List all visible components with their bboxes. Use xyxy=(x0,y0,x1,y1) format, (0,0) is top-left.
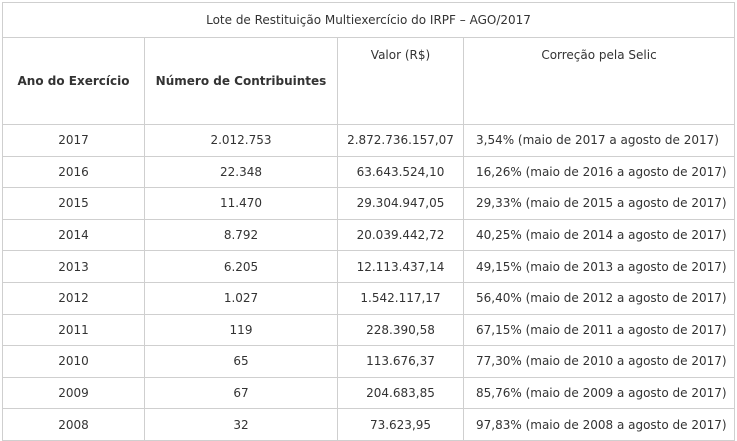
table-row: 2010 65 113.676,37 77,30% (maio de 2010 a a… xyxy=(2,345,735,378)
cell-ano: 2016 xyxy=(2,155,145,189)
cell-valor: 1.542.117,17 xyxy=(337,281,464,315)
table-row: 2015 11.470 29.304.947,05 29,33% (maio de 2… xyxy=(2,187,735,220)
cell-ano: 2012 xyxy=(2,281,145,315)
cell-ano: 2010 xyxy=(2,345,145,378)
cell-correcao: 77,30% (maio de 2010 a agosto de 2017) xyxy=(463,345,735,378)
cell-correcao: 85,76% (maio de 2009 a agosto de 2017) xyxy=(463,376,735,410)
cell-correcao: 56,40% (maio de 2012 a agosto de 2017) xyxy=(463,281,735,315)
header-valor: Valor (R$) xyxy=(337,37,464,125)
table-row: 2012 1.027 1.542.117,17 56,40% (maio de 201… xyxy=(2,281,735,315)
cell-correcao: 29,33% (maio de 2015 a agosto de 2017) xyxy=(463,187,735,220)
cell-ano: 2011 xyxy=(2,313,145,347)
header-ano: Ano do Exercício xyxy=(2,37,145,125)
cell-correcao: 3,54% (maio de 2017 a agosto de 2017) xyxy=(463,124,735,157)
cell-contribuintes: 11.470 xyxy=(144,187,338,220)
cell-contribuintes: 65 xyxy=(144,345,338,378)
cell-correcao: 40,25% (maio de 2014 a agosto de 2017) xyxy=(463,218,735,252)
cell-contribuintes: 22.348 xyxy=(144,155,338,189)
cell-contribuintes: 1.027 xyxy=(144,281,338,315)
table-row: 2014 8.792 20.039.442,72 40,25% (maio de 20… xyxy=(2,218,735,252)
table-row: 2013 6.205 12.113.437,14 49,15% (maio de 20… xyxy=(2,250,735,283)
cell-valor: 2.872.736.157,07 xyxy=(337,124,464,157)
header-contribuintes: Número de Contribuintes xyxy=(144,37,338,125)
cell-ano: 2014 xyxy=(2,218,145,252)
cell-correcao: 16,26% (maio de 2016 a agosto de 2017) xyxy=(463,155,735,189)
cell-valor: 204.683,85 xyxy=(337,376,464,410)
table-row: 2011 119 228.390,58 67,15% (maio de 2011 a … xyxy=(2,313,735,347)
cell-valor: 113.676,37 xyxy=(337,345,464,378)
table-body: 2017 2.012.753 2.872.736.157,07 3,54% (maio… xyxy=(2,124,735,441)
table-caption: Lote de Restituição Multiexercício do IR… xyxy=(2,2,735,38)
cell-contribuintes: 2.012.753 xyxy=(144,124,338,157)
cell-contribuintes: 67 xyxy=(144,376,338,410)
cell-ano: 2009 xyxy=(2,376,145,410)
cell-correcao: 49,15% (maio de 2013 a agosto de 2017) xyxy=(463,250,735,283)
cell-valor: 12.113.437,14 xyxy=(337,250,464,283)
cell-valor: 20.039.442,72 xyxy=(337,218,464,252)
header-correcao: Correção pela Selic xyxy=(463,37,735,125)
table-row: 2017 2.012.753 2.872.736.157,07 3,54% (maio… xyxy=(2,124,735,157)
cell-valor: 228.390,58 xyxy=(337,313,464,347)
cell-contribuintes: 8.792 xyxy=(144,218,338,252)
cell-ano: 2017 xyxy=(2,124,145,157)
table-row: 2009 67 204.683,85 85,76% (maio de 2009 a a… xyxy=(2,376,735,410)
cell-valor: 29.304.947,05 xyxy=(337,187,464,220)
cell-contribuintes: 6.205 xyxy=(144,250,338,283)
cell-correcao: 67,15% (maio de 2011 a agosto de 2017) xyxy=(463,313,735,347)
cell-ano: 2015 xyxy=(2,187,145,220)
cell-ano: 2013 xyxy=(2,250,145,283)
table-row: 2016 22.348 63.643.524,10 16,26% (maio de 2… xyxy=(2,155,735,189)
cell-contribuintes: 119 xyxy=(144,313,338,347)
cell-valor: 63.643.524,10 xyxy=(337,155,464,189)
